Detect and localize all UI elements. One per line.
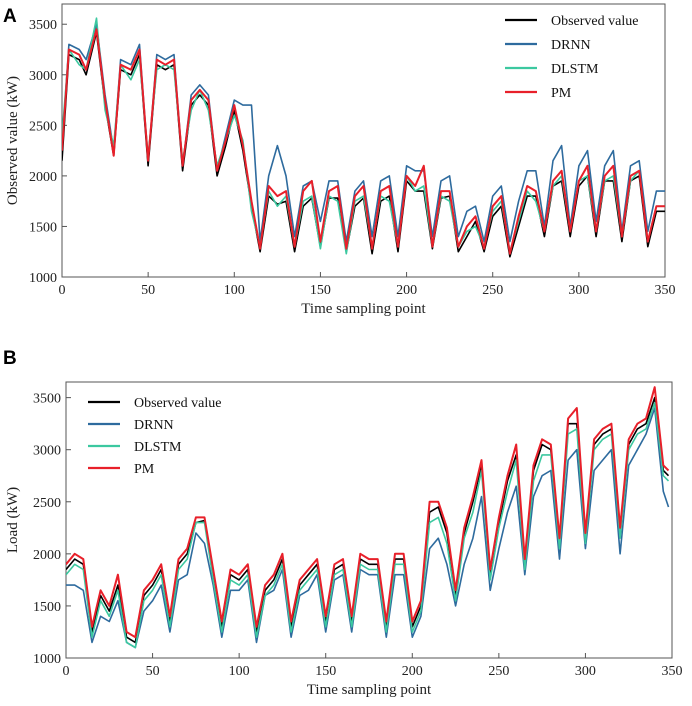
panel-b-legend-label-observed-value: Observed value bbox=[134, 396, 221, 411]
panel-b-y-tick-label: 3500 bbox=[33, 392, 61, 407]
panel-b-y-tick-label: 1500 bbox=[33, 600, 61, 615]
panel-a-x-axis-title: Time sampling point bbox=[301, 301, 426, 317]
panel-b-x-tick-label: 150 bbox=[315, 664, 336, 679]
panel-a-y-tick-label: 1500 bbox=[29, 220, 57, 235]
panel-a-series-line-dlstm bbox=[62, 17, 665, 255]
panel-b-y-tick-label: 1000 bbox=[33, 652, 61, 667]
panel-b-series-line-drnn bbox=[66, 407, 670, 649]
panel-a-series-line-pm bbox=[62, 28, 665, 255]
panel-a-legend: Observed value DRNN DLSTM PM bbox=[505, 14, 638, 101]
panel-a-legend-label-dlstm: DLSTM bbox=[551, 62, 599, 77]
panel-b-x-tick-label: 0 bbox=[63, 664, 70, 679]
panel-a-x-tick-label: 50 bbox=[141, 283, 155, 298]
panel-b-x-tick-label: 100 bbox=[229, 664, 250, 679]
panel-a-x-tick-label: 100 bbox=[224, 283, 245, 298]
panel-b-x-tick-label: 300 bbox=[575, 664, 596, 679]
panel-b-x-tick-label: 350 bbox=[662, 664, 683, 679]
panel-a-x-tick-label: 250 bbox=[482, 283, 503, 298]
panel-a-x-tick-label: 350 bbox=[655, 283, 676, 298]
panel-a-legend-label-observed-value: Observed value bbox=[551, 14, 638, 29]
panel-a-legend-label-drnn: DRNN bbox=[551, 38, 591, 53]
panel-b-legend-label-drnn: DRNN bbox=[134, 418, 174, 433]
panel-b-y-tick-label: 2500 bbox=[33, 496, 61, 511]
panel-a-y-tick-label: 3500 bbox=[29, 18, 57, 33]
panel-a-x-tick-label: 150 bbox=[310, 283, 331, 298]
panel-b-x-axis-title: Time sampling point bbox=[307, 682, 432, 698]
panel-b-x-tick-label: 200 bbox=[402, 664, 423, 679]
panel-b-y-axis-title: Load (kW) bbox=[5, 487, 21, 553]
panel-a-series-line-drnn bbox=[62, 23, 665, 243]
panel-a-x-tick-label: 300 bbox=[568, 283, 589, 298]
panel-a-y-tick-label: 3000 bbox=[29, 69, 57, 84]
panel-b-x-tick-label: 50 bbox=[146, 664, 160, 679]
panel-label-a: A bbox=[3, 6, 17, 27]
chart-panel-a: 0 50 100 150 200 250 300 350 1000 1500 2000 2500 300… bbox=[5, 3, 676, 317]
panel-a-legend-label-pm: PM bbox=[551, 86, 572, 101]
panel-a-y-tick-label: 1000 bbox=[29, 271, 57, 286]
panel-a-y-tick-label: 2500 bbox=[29, 119, 57, 134]
panel-a-x-tick-label: 200 bbox=[396, 283, 417, 298]
panel-b-legend: Observed value DRNN DLSTM PM bbox=[88, 396, 221, 477]
panel-b-plot-frame bbox=[65, 381, 673, 659]
panel-b-legend-label-dlstm: DLSTM bbox=[134, 440, 182, 455]
panel-b-y-tick-label: 2000 bbox=[33, 548, 61, 563]
panel-a-y-axis-title: Observed value (kW) bbox=[5, 76, 21, 205]
panel-b-x-tick-label: 250 bbox=[488, 664, 509, 679]
panel-b-series-line-dlstm bbox=[66, 401, 670, 649]
panel-b-y-tick-label: 3000 bbox=[33, 444, 61, 459]
panel-label-b: B bbox=[3, 348, 17, 369]
panel-a-y-tick-label: 2000 bbox=[29, 170, 57, 185]
panel-b-series-line-pm bbox=[66, 386, 670, 639]
panel-b-series-group bbox=[66, 386, 670, 649]
chart-panel-b: 0 50 100 150 200 250 300 350 1000 1500 2000 2500 300… bbox=[5, 381, 683, 698]
panel-a-x-tick-label: 0 bbox=[59, 283, 66, 298]
panel-b-legend-label-pm: PM bbox=[134, 462, 155, 477]
panel-a-series-group bbox=[62, 17, 665, 258]
